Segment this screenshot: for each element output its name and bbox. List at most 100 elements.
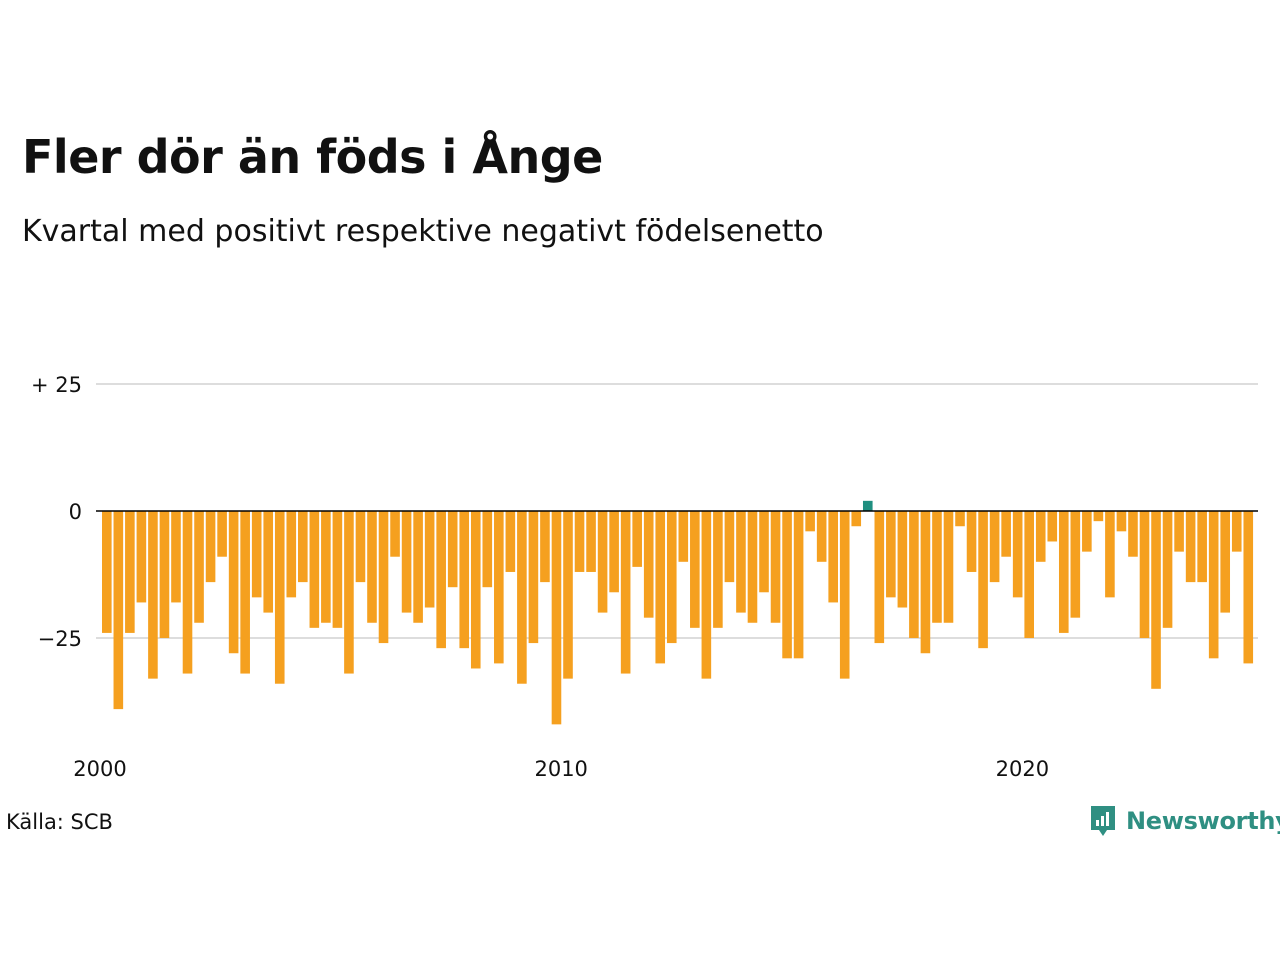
bar bbox=[736, 511, 746, 613]
bar bbox=[782, 511, 792, 659]
bar bbox=[978, 511, 988, 649]
bar bbox=[874, 511, 885, 644]
bar bbox=[517, 511, 527, 684]
bar bbox=[574, 511, 585, 572]
x-axis-ticks: 2000 2010 2020 bbox=[73, 757, 1049, 781]
bar bbox=[1024, 511, 1034, 638]
bar bbox=[862, 500, 873, 511]
y-tick-label: −25 bbox=[38, 627, 82, 651]
bar bbox=[713, 511, 723, 628]
bar bbox=[955, 511, 965, 527]
bar bbox=[747, 511, 758, 623]
bar bbox=[528, 511, 539, 644]
bar bbox=[989, 511, 1000, 583]
bar bbox=[828, 511, 838, 603]
brand-logo[interactable]: Newsworthy bbox=[1088, 803, 1280, 839]
bar bbox=[1174, 511, 1184, 552]
bar bbox=[148, 511, 158, 679]
bar bbox=[286, 511, 297, 598]
bar bbox=[344, 511, 354, 674]
bar bbox=[724, 511, 735, 583]
bar-chart-badge-icon bbox=[1091, 806, 1115, 836]
bar bbox=[1220, 511, 1231, 613]
bar bbox=[228, 511, 239, 654]
bar bbox=[1208, 511, 1219, 659]
bar bbox=[1070, 511, 1081, 618]
bar bbox=[666, 511, 677, 644]
bar bbox=[436, 511, 446, 649]
bar bbox=[690, 511, 700, 628]
bar bbox=[1001, 511, 1011, 557]
bar bbox=[321, 511, 331, 623]
bar bbox=[125, 511, 135, 633]
bar bbox=[263, 511, 274, 613]
bar bbox=[1116, 511, 1127, 532]
bar bbox=[378, 511, 389, 644]
bar bbox=[1012, 511, 1023, 598]
x-tick-label: 2020 bbox=[996, 757, 1049, 781]
bar bbox=[240, 511, 250, 674]
bar bbox=[1162, 511, 1173, 628]
y-tick-label: + 25 bbox=[31, 373, 82, 397]
bar bbox=[620, 511, 631, 674]
bar bbox=[424, 511, 435, 608]
bar bbox=[298, 511, 308, 583]
bar bbox=[943, 511, 954, 623]
bar bbox=[643, 511, 654, 618]
bar bbox=[251, 511, 262, 598]
bar bbox=[1185, 511, 1196, 583]
bar bbox=[332, 511, 343, 628]
bar bbox=[367, 511, 377, 623]
bar bbox=[655, 511, 666, 664]
bar bbox=[586, 511, 596, 572]
y-axis-ticks: + 25 0 −25 bbox=[31, 373, 82, 651]
bar bbox=[459, 511, 470, 649]
bar bbox=[851, 511, 862, 527]
bar bbox=[1197, 511, 1207, 583]
bar bbox=[470, 511, 481, 669]
bar bbox=[909, 511, 919, 638]
bar bbox=[897, 511, 908, 608]
bar bbox=[805, 511, 815, 532]
bar bbox=[171, 511, 181, 603]
source-note: Källa: SCB bbox=[6, 810, 113, 834]
bar bbox=[413, 511, 423, 623]
bar bbox=[886, 511, 896, 598]
bar bbox=[1035, 511, 1046, 562]
bar bbox=[1128, 511, 1138, 557]
bars bbox=[102, 500, 1254, 725]
bar bbox=[102, 511, 112, 633]
bar bbox=[551, 511, 562, 725]
bar bbox=[701, 511, 712, 679]
brand-name: Newsworthy bbox=[1126, 807, 1280, 835]
bar bbox=[816, 511, 827, 562]
bar bbox=[401, 511, 412, 613]
bar bbox=[159, 511, 170, 638]
bar bbox=[309, 511, 320, 628]
bar bbox=[217, 511, 227, 557]
bar bbox=[632, 511, 642, 567]
bar bbox=[1243, 511, 1254, 664]
y-tick-label: 0 bbox=[69, 500, 82, 524]
bar bbox=[759, 511, 769, 593]
bar bbox=[136, 511, 147, 603]
bar bbox=[563, 511, 573, 679]
bar bbox=[447, 511, 458, 588]
bar bbox=[609, 511, 619, 593]
bar bbox=[932, 511, 942, 623]
chart-subtitle: Kvartal med positivt respektive negativt… bbox=[22, 214, 824, 249]
bar bbox=[390, 511, 400, 557]
bar bbox=[1139, 511, 1150, 638]
bar bbox=[1082, 511, 1092, 552]
grid-lines bbox=[96, 383, 1258, 639]
bar-chart: + 25 0 −25 2000 2010 2020 bbox=[31, 373, 1258, 781]
bar bbox=[1093, 511, 1104, 522]
x-tick-label: 2010 bbox=[534, 757, 587, 781]
bar bbox=[274, 511, 285, 684]
bar bbox=[182, 511, 193, 674]
bar bbox=[205, 511, 216, 583]
bar bbox=[793, 511, 804, 659]
bar bbox=[1231, 511, 1242, 552]
bar bbox=[678, 511, 689, 562]
bar bbox=[1047, 511, 1058, 542]
